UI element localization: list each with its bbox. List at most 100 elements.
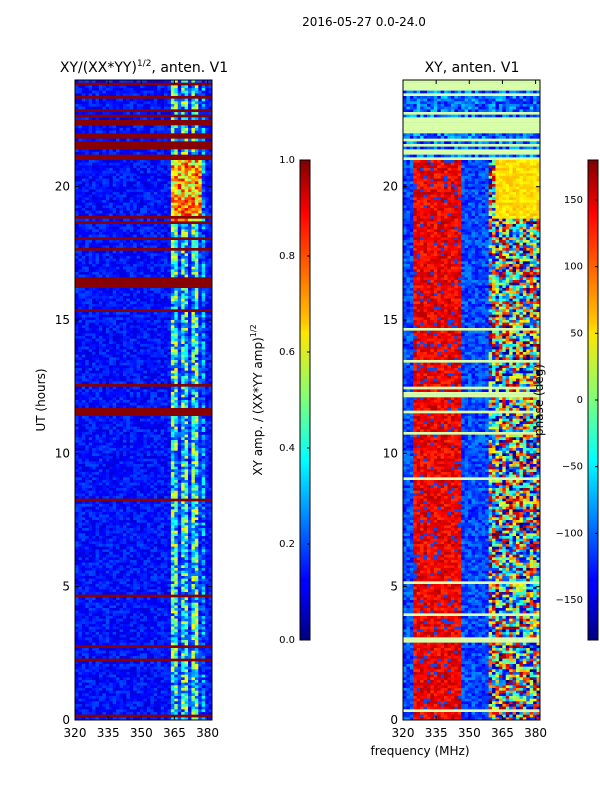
left-heatmap-cell	[208, 264, 213, 267]
left-heatmap-cell	[198, 381, 203, 385]
left-heatmap-cell	[208, 298, 213, 302]
left-heatmap-cell	[208, 349, 213, 353]
left-heatmap-cell	[116, 197, 120, 201]
left-heatmap-cell	[201, 469, 206, 473]
left-heatmap-cell	[150, 290, 155, 294]
left-heatmap-cell	[194, 474, 199, 478]
left-heatmap-cell	[157, 394, 161, 398]
left-heatmap-cell	[92, 101, 96, 105]
left-heatmap-cell	[153, 368, 158, 371]
left-heatmap-cell	[75, 194, 79, 198]
left-heatmap-cell	[126, 301, 131, 305]
left-heatmap-cell	[188, 456, 192, 459]
left-heatmap-row	[75, 82, 212, 86]
left-heatmap-cell	[95, 325, 100, 329]
left-heatmap-cell	[78, 240, 83, 243]
left-heatmap-cell	[98, 181, 103, 185]
left-heatmap-cell	[194, 85, 199, 89]
left-heatmap-cell	[157, 149, 161, 153]
left-heatmap-cell	[188, 258, 192, 262]
left-heatmap-cell	[75, 400, 79, 403]
left-heatmap-cell	[81, 325, 86, 329]
left-heatmap-cell	[136, 304, 141, 307]
left-heatmap-cell	[191, 229, 196, 233]
left-heatmap-cell	[198, 330, 203, 334]
left-heatmap-cell	[194, 304, 199, 307]
left-heatmap-cell	[92, 341, 96, 345]
left-heatmap-cell	[208, 160, 213, 163]
left-heatmap-cell	[95, 314, 100, 318]
left-heatmap-cell	[205, 85, 209, 89]
left-heatmap-cell	[201, 173, 206, 177]
left-heatmap-cell	[205, 288, 209, 291]
left-heatmap-cell	[140, 464, 144, 467]
left-heatmap-cell	[174, 333, 179, 337]
left-heatmap-cell	[88, 234, 93, 238]
left-heatmap-cell	[98, 421, 103, 425]
left-heatmap-cell	[208, 469, 213, 473]
left-heatmap-cell	[133, 274, 137, 278]
left-heatmap-cell	[146, 269, 151, 273]
left-heatmap-cell	[160, 130, 165, 134]
left-heatmap-cell	[126, 458, 131, 462]
left-heatmap-cell	[102, 160, 107, 163]
left-heatmap-cell	[164, 474, 168, 478]
left-heatmap-cell	[105, 184, 110, 187]
left-heatmap-cell	[136, 362, 141, 366]
left-heatmap-cell	[122, 346, 127, 350]
left-heatmap-cell	[188, 106, 192, 110]
left-heatmap-cell	[81, 218, 86, 222]
left-heatmap-cell	[92, 458, 96, 462]
left-heatmap-cell	[109, 378, 113, 382]
left-heatmap-cell	[81, 160, 86, 163]
left-heatmap-cell	[105, 261, 110, 265]
left-heatmap-cell	[205, 344, 209, 347]
left-heatmap-cell	[133, 437, 137, 441]
left-heatmap-cell	[198, 376, 203, 379]
left-heatmap-cell	[164, 224, 168, 227]
left-heatmap-cell	[194, 368, 199, 371]
left-heatmap-cell	[88, 362, 93, 366]
left-heatmap-cell	[92, 301, 96, 305]
left-heatmap-cell	[88, 477, 93, 481]
left-heatmap-cell	[105, 149, 110, 153]
left-heatmap-cell	[136, 325, 141, 329]
left-heatmap-cell	[95, 112, 100, 115]
left-heatmap-cell	[191, 272, 196, 275]
left-heatmap-cell	[119, 274, 124, 278]
left-heatmap-cell	[188, 474, 192, 478]
left-heatmap-cell	[194, 426, 199, 430]
left-heatmap-cell	[153, 112, 158, 115]
left-heatmap-cell	[133, 365, 137, 369]
left-heatmap-cell	[208, 426, 213, 430]
left-heatmap-cell	[191, 432, 196, 435]
left-heatmap-cell	[143, 424, 148, 427]
left-heatmap-cell	[174, 200, 179, 203]
left-heatmap-cell	[78, 352, 83, 355]
left-heatmap-cell	[188, 306, 192, 310]
left-heatmap-cell	[112, 301, 117, 305]
left-heatmap-cell	[153, 130, 158, 134]
left-heatmap-cell	[112, 80, 117, 83]
left-heatmap-cell	[126, 181, 131, 185]
left-heatmap-cell	[177, 402, 182, 406]
left-heatmap-cell	[150, 400, 155, 403]
left-heatmap-cell	[78, 445, 83, 449]
left-heatmap-cell	[119, 88, 124, 91]
left-heatmap-cell	[191, 269, 196, 273]
left-heatmap-cell	[88, 480, 93, 483]
left-heatmap-cell	[194, 352, 199, 355]
left-heatmap-cell	[105, 336, 110, 339]
left-heatmap-cell	[181, 397, 185, 401]
left-heatmap-cell	[75, 480, 79, 483]
left-heatmap-cell	[112, 162, 117, 166]
left-heatmap-cell	[143, 296, 148, 299]
left-heatmap-cell	[119, 288, 124, 291]
left-heatmap-cell	[177, 362, 182, 366]
left-heatmap-cell	[177, 162, 182, 166]
left-heatmap-cell	[78, 312, 83, 315]
left-heatmap-cell	[198, 208, 203, 211]
left-heatmap-cell	[133, 421, 137, 425]
left-heatmap-cell	[150, 269, 155, 273]
left-heatmap-cell	[160, 354, 165, 358]
